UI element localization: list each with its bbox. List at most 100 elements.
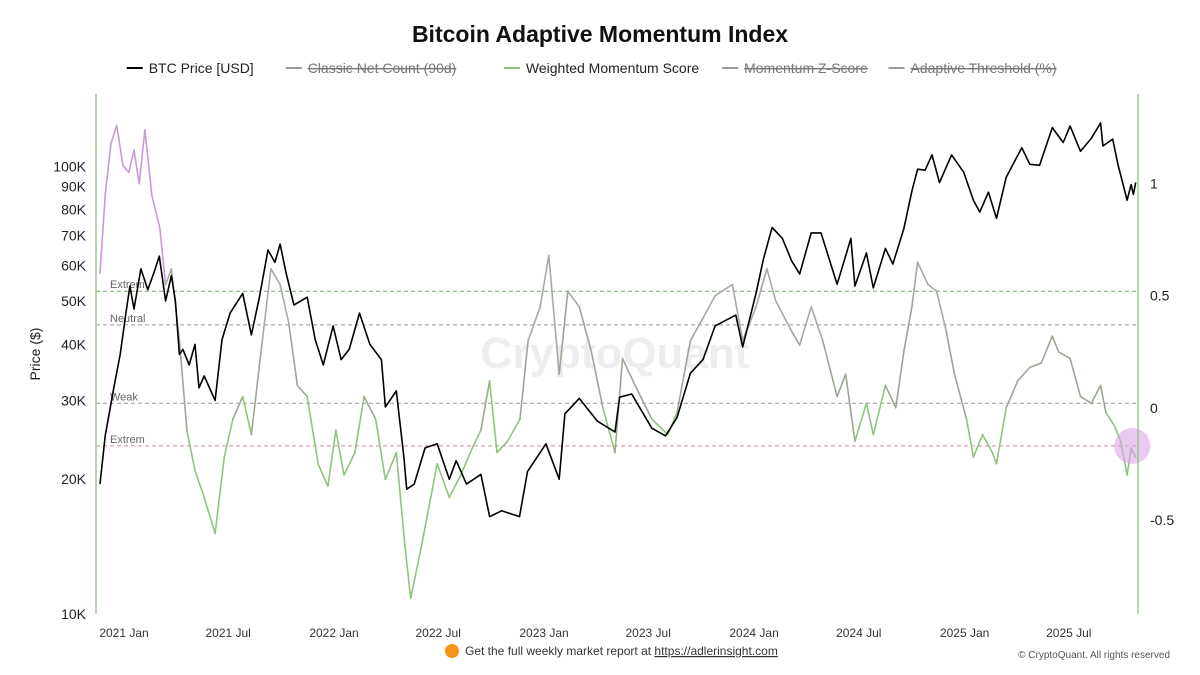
momentum-segment	[995, 406, 1008, 465]
footer-prefix: Get the full weekly market report at	[465, 644, 654, 658]
momentum-segment	[527, 306, 542, 342]
legend-label: Adaptive Threshold (%)	[911, 60, 1057, 76]
momentum-segment	[1090, 384, 1102, 405]
momentum-segment	[363, 395, 377, 420]
momentum-segment	[241, 395, 253, 436]
momentum-segment	[1016, 366, 1031, 382]
btc-price-line	[99, 122, 1137, 518]
legend-label: Weighted Momentum Score	[526, 60, 699, 76]
legend-label: Momentum Z-Score	[744, 60, 868, 76]
momentum-segment	[821, 339, 838, 398]
momentum-segment	[421, 462, 439, 544]
right-tick-label: 0	[1150, 400, 1158, 416]
momentum-segment	[409, 541, 424, 600]
momentum-segment	[261, 267, 272, 342]
left-tick-label: 80K	[61, 202, 87, 218]
bitcoin-icon	[445, 644, 459, 658]
momentum-segment	[944, 328, 956, 376]
momentum-segment	[232, 395, 244, 420]
momentum-segment	[164, 267, 173, 286]
left-tick-label: 40K	[61, 336, 87, 352]
momentum-segment	[1105, 411, 1116, 427]
footer-link[interactable]: https://adlerinsight.com	[654, 644, 777, 658]
momentum-segment	[279, 283, 290, 324]
legend-label: Classic Net Count (90d)	[308, 60, 457, 76]
momentum-segment	[115, 124, 124, 167]
x-tick-label: 2023 Jan	[519, 626, 568, 640]
momentum-segment	[854, 402, 868, 443]
momentum-segment	[122, 164, 130, 174]
momentum-segment	[110, 124, 118, 145]
momentum-segment	[223, 418, 234, 458]
left-tick-label: 70K	[61, 228, 87, 244]
momentum-segment	[186, 429, 196, 472]
legend-item-4[interactable]: Adaptive Threshold (%)	[888, 60, 1057, 76]
momentum-segment	[214, 456, 226, 535]
momentum-segment	[1069, 357, 1082, 398]
legend-item-0[interactable]: BTC Price [USD]	[126, 60, 254, 76]
legend[interactable]: BTC Price [USD] Classic Net Count (90d) We…	[126, 60, 1057, 76]
momentum-segment	[884, 384, 897, 409]
momentum-segment	[714, 283, 734, 297]
momentum-segment	[306, 395, 319, 465]
copyright: © CryptoQuant. All rights reserved	[1018, 650, 1170, 661]
momentum-segment	[317, 462, 329, 488]
momentum-segment	[327, 429, 337, 488]
momentum-segment	[519, 339, 529, 420]
x-tick-label: 2025 Jul	[1046, 626, 1091, 640]
momentum-segment	[927, 283, 938, 293]
momentum-segment	[731, 283, 744, 342]
left-tick-label: 100K	[53, 158, 86, 174]
momentum-segment	[916, 261, 929, 286]
momentum-segment	[448, 474, 462, 499]
right-axis-ticks: 1 0.5 0 -0.5	[1150, 176, 1174, 528]
momentum-segment	[1079, 395, 1093, 405]
momentum-segment	[755, 267, 768, 308]
momentum-segment	[151, 194, 161, 230]
legend-label: BTC Price [USD]	[149, 60, 254, 76]
watermark: CryptoQuant	[481, 329, 750, 378]
momentum-segment	[480, 380, 491, 432]
legend-item-3[interactable]: Momentum Z-Score	[722, 60, 868, 76]
x-tick-label: 2024 Jan	[729, 626, 778, 640]
highlight-layer	[1114, 427, 1151, 464]
momentum-segment	[547, 254, 561, 376]
momentum-segment	[404, 545, 412, 600]
x-tick-label: 2025 Jan	[940, 626, 989, 640]
momentum-segment	[138, 129, 146, 185]
momentum-segment	[270, 267, 281, 286]
momentum-segment	[296, 384, 309, 398]
momentum-segment	[1005, 380, 1019, 409]
reference-label-3: Extrem	[110, 434, 145, 446]
legend-item-1[interactable]: Classic Net Count (90d)	[285, 60, 457, 76]
left-tick-label: 90K	[61, 179, 87, 195]
momentum-segment	[965, 418, 975, 458]
momentum-segment	[798, 306, 813, 346]
left-tick-label: 10K	[61, 606, 87, 622]
momentum-segment	[865, 402, 875, 436]
left-tick-label: 50K	[61, 293, 87, 309]
momentum-segment	[894, 350, 905, 409]
momentum-segment	[496, 440, 509, 454]
momentum-segment	[844, 373, 856, 443]
momentum-segment	[590, 350, 604, 409]
legend-item-2[interactable]: Weighted Momentum Score	[503, 60, 699, 76]
momentum-segment	[471, 429, 482, 449]
momentum-segment	[789, 328, 801, 346]
momentum-segment	[395, 451, 406, 548]
x-tick-label: 2021 Jan	[99, 626, 148, 640]
momentum-segment	[459, 447, 474, 476]
momentum-segment	[488, 380, 498, 454]
momentum-segment	[935, 290, 947, 331]
momentum-segment	[981, 433, 994, 454]
momentum-segment	[836, 373, 847, 398]
momentum-segment	[1099, 384, 1107, 414]
momentum-segment	[104, 142, 112, 196]
x-tick-label: 2022 Jan	[309, 626, 358, 640]
left-tick-label: 30K	[61, 392, 87, 408]
momentum-segment	[203, 496, 216, 535]
right-tick-label: -0.5	[1150, 512, 1174, 528]
momentum-segment	[250, 339, 264, 436]
momentum-segment	[650, 418, 669, 436]
